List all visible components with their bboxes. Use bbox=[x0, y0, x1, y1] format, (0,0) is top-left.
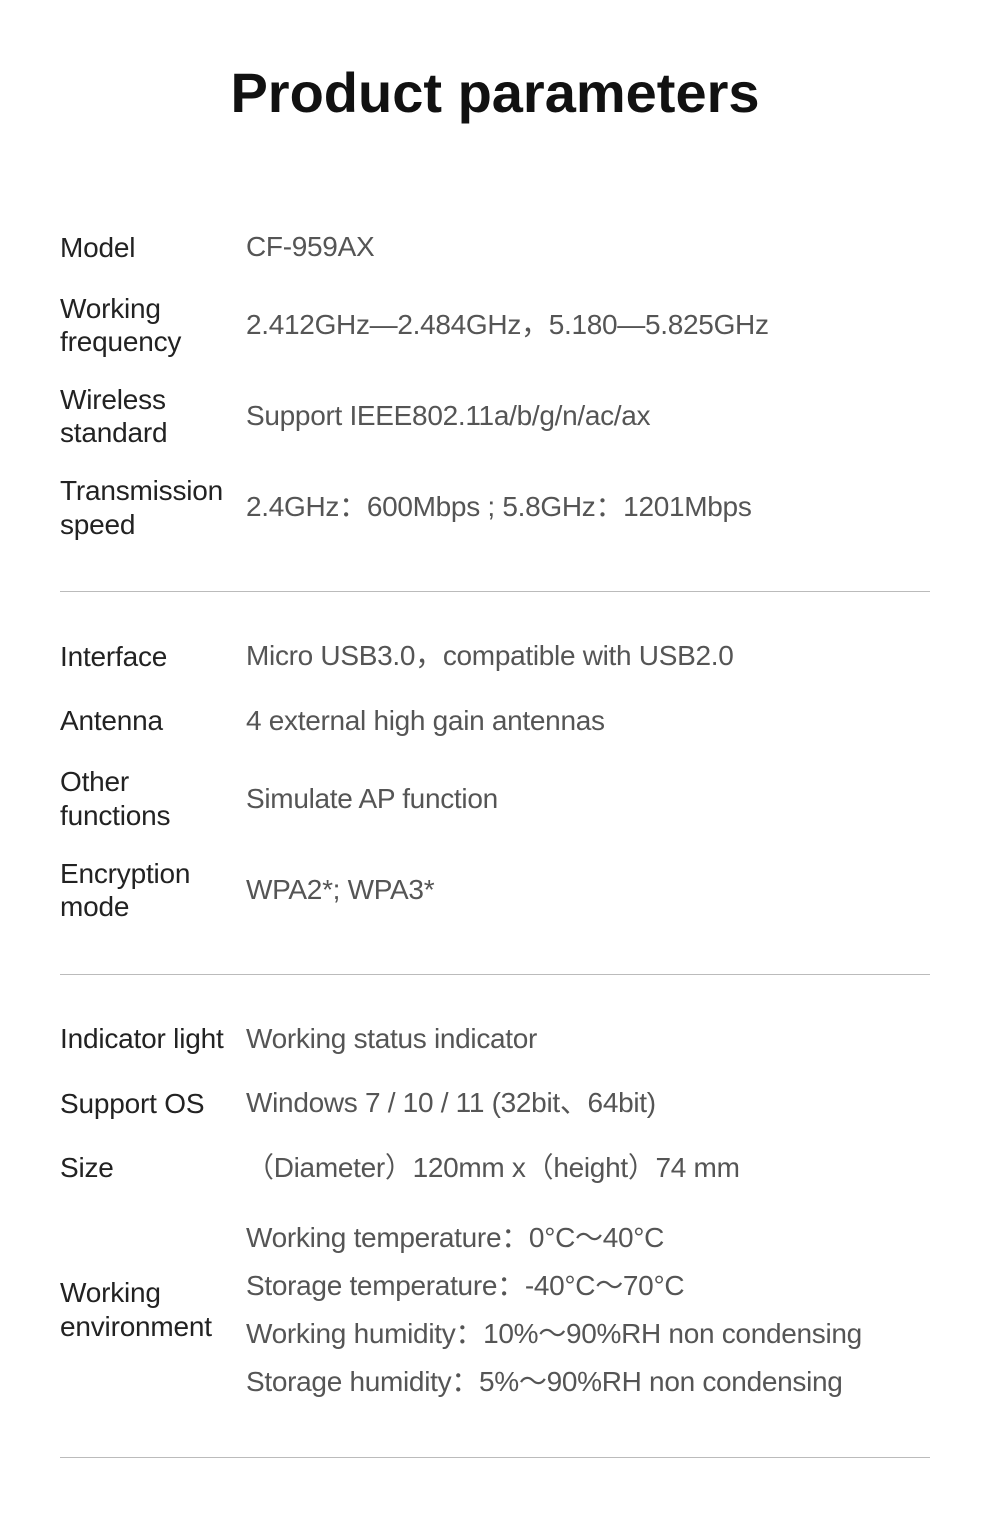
spec-value-working-frequency: 2.412GHz—2.484GHz，5.180—5.825GHz bbox=[240, 305, 930, 346]
spec-section-3: Indicator light Working status indicator… bbox=[60, 997, 930, 1448]
spec-label-size: Size bbox=[60, 1151, 240, 1185]
spec-value-working-environment: Working temperature：0°C～40°C Storage tem… bbox=[240, 1213, 930, 1408]
spec-row: Interface Micro USB3.0，compatible with U… bbox=[60, 624, 930, 689]
spec-value-wireless-standard: Support IEEE802.11a/b/g/n/ac/ax bbox=[240, 396, 930, 437]
spec-value-encryption-mode: WPA2*; WPA3* bbox=[240, 870, 930, 911]
page: Product parameters Model CF-959AX Workin… bbox=[0, 0, 990, 1520]
working-env-line: Working humidity：10%～90%RH non condensin… bbox=[246, 1311, 930, 1357]
spec-row: Support OS Windows 7 / 10 / 11 (32bit、64… bbox=[60, 1071, 930, 1136]
page-title: Product parameters bbox=[60, 60, 930, 125]
spec-value-support-os: Windows 7 / 10 / 11 (32bit、64bit) bbox=[240, 1083, 930, 1124]
spec-row: Model CF-959AX bbox=[60, 215, 930, 280]
working-env-line: Storage humidity：5%～90%RH non condensing bbox=[246, 1359, 930, 1405]
spec-value-interface: Micro USB3.0，compatible with USB2.0 bbox=[240, 636, 930, 677]
working-env-line: Storage temperature：-40°C～70°C bbox=[246, 1263, 930, 1309]
spec-row: Working frequency 2.412GHz—2.484GHz，5.18… bbox=[60, 280, 930, 371]
spec-label-support-os: Support OS bbox=[60, 1087, 240, 1121]
section-divider bbox=[60, 974, 930, 975]
spec-row: Transmission speed 2.4GHz：600Mbps ; 5.8G… bbox=[60, 462, 930, 553]
spec-section-2: Interface Micro USB3.0，compatible with U… bbox=[60, 614, 930, 964]
spec-row: Size （Diameter）120mm x（height）74 mm bbox=[60, 1136, 930, 1201]
spec-value-model: CF-959AX bbox=[240, 227, 930, 268]
spec-label-encryption-mode: Encryption mode bbox=[60, 857, 240, 924]
spec-label-transmission-speed: Transmission speed bbox=[60, 474, 240, 541]
spec-label-working-environment: Working environment bbox=[60, 1276, 240, 1343]
spec-label-interface: Interface bbox=[60, 640, 240, 674]
spec-label-working-frequency: Working frequency bbox=[60, 292, 240, 359]
spec-label-antenna: Antenna bbox=[60, 704, 240, 738]
spec-row: Encryption mode WPA2*; WPA3* bbox=[60, 845, 930, 936]
section-divider bbox=[60, 591, 930, 592]
spec-value-indicator-light: Working status indicator bbox=[240, 1019, 930, 1060]
section-divider bbox=[60, 1457, 930, 1458]
spec-label-wireless-standard: Wireless standard bbox=[60, 383, 240, 450]
spec-row: Other functions Simulate AP function bbox=[60, 753, 930, 844]
spec-value-other-functions: Simulate AP function bbox=[240, 779, 930, 820]
spec-value-size: （Diameter）120mm x（height）74 mm bbox=[240, 1148, 930, 1189]
working-env-line: Working temperature：0°C～40°C bbox=[246, 1215, 930, 1261]
spec-value-transmission-speed: 2.4GHz：600Mbps ; 5.8GHz：1201Mbps bbox=[240, 487, 930, 528]
spec-label-other-functions: Other functions bbox=[60, 765, 240, 832]
spec-row: Wireless standard Support IEEE802.11a/b/… bbox=[60, 371, 930, 462]
spec-value-antenna: 4 external high gain antennas bbox=[240, 701, 930, 742]
spec-row: Working environment Working temperature：… bbox=[60, 1201, 930, 1420]
spec-row: Indicator light Working status indicator bbox=[60, 1007, 930, 1072]
spec-row: Antenna 4 external high gain antennas bbox=[60, 689, 930, 754]
spec-section-1: Model CF-959AX Working frequency 2.412GH… bbox=[60, 205, 930, 581]
spec-label-indicator-light: Indicator light bbox=[60, 1022, 240, 1056]
spec-label-model: Model bbox=[60, 231, 240, 265]
